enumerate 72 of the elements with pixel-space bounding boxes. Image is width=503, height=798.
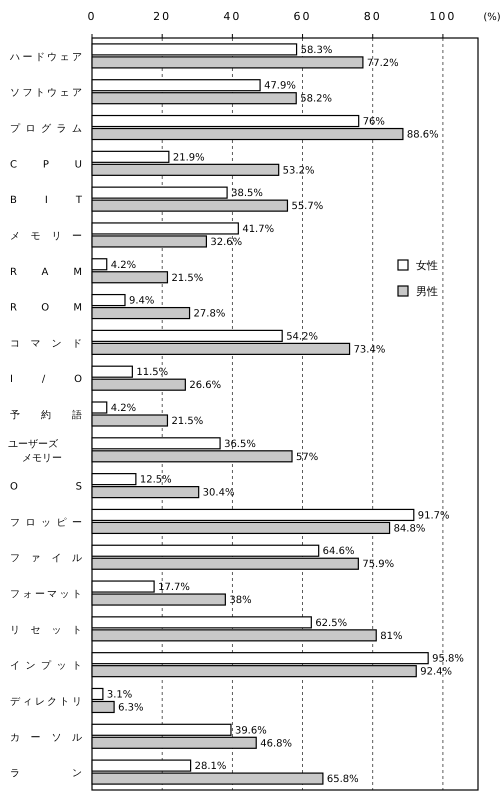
data-label: 76% <box>362 116 385 128</box>
data-label: 21.5% <box>171 272 204 284</box>
data-label: 26.6% <box>189 380 222 392</box>
data-label: 58.3% <box>300 44 332 56</box>
data-label: 36.5% <box>224 438 256 450</box>
data-label: 75.9% <box>362 559 394 570</box>
y-tick-label: プログラム <box>10 122 82 135</box>
data-label: 54.2% <box>286 331 318 342</box>
y-tick-label: 予約語 <box>10 409 82 421</box>
data-label: 65.8% <box>326 774 359 786</box>
legend-label: 女性 <box>416 259 438 272</box>
data-label: 27.8% <box>194 308 226 320</box>
data-label: 81% <box>380 630 402 642</box>
data-label: 62.5% <box>315 618 348 629</box>
data-label: 28.1% <box>194 761 226 772</box>
data-label: 58.2% <box>300 94 332 105</box>
data-label: 39.6% <box>234 725 267 736</box>
y-tick-label: ハードウェア <box>9 52 82 63</box>
data-label: 92.4% <box>420 666 452 678</box>
data-label: 21.5% <box>171 416 204 427</box>
data-label: 38.5% <box>231 188 263 200</box>
x-tick-label: 0 <box>88 10 96 23</box>
data-label: 64.6% <box>322 546 354 558</box>
data-label: 4.2% <box>110 403 136 414</box>
data-label: 55.7% <box>291 201 324 212</box>
data-label: 57% <box>296 452 318 463</box>
x-tick-label: 40 <box>223 10 242 23</box>
data-label: 11.5% <box>136 367 168 378</box>
data-label: 21.9% <box>172 152 205 164</box>
legend-label: 男性 <box>416 285 438 298</box>
data-label: 88.6% <box>406 130 439 141</box>
y-tick-label: メモリー <box>10 230 82 242</box>
data-label: 17.7% <box>158 582 190 594</box>
y-tick-label: CPU <box>10 159 82 170</box>
y-tick-label: ラン <box>10 768 82 780</box>
data-label: 73.4% <box>354 344 386 356</box>
y-tick-label: RAM <box>10 266 82 278</box>
y-tick-label: カーソル <box>10 732 82 744</box>
data-label: 9.4% <box>128 296 154 307</box>
y-tick-label: ディレクトリ <box>10 696 82 708</box>
y-tick-label: ソフトウェア <box>10 88 82 99</box>
y-tick-label: BIT <box>10 195 83 206</box>
data-label: 46.8% <box>260 738 292 750</box>
data-label: 12.5% <box>140 474 172 486</box>
x-tick-label: 60 <box>294 10 312 23</box>
x-tick-label: 80 <box>364 10 382 23</box>
x-tick-label: 20 <box>153 10 172 23</box>
data-label: 77.2% <box>366 58 399 69</box>
y-tick-label: OS <box>10 482 82 493</box>
data-label: 95.8% <box>432 654 464 665</box>
x-tick-label: 100 <box>429 10 456 23</box>
data-label: 32.6% <box>210 236 242 248</box>
data-label: 84.8% <box>394 523 426 534</box>
data-label: 4.2% <box>110 260 136 271</box>
y-tick-label: ユーザーズメモリー <box>8 438 62 464</box>
y-tick-label: フォーマット <box>10 589 82 600</box>
data-label: 41.7% <box>242 224 274 235</box>
data-label: 91.7% <box>418 510 450 522</box>
y-tick-label: ROM <box>10 302 82 314</box>
data-label: 53.2% <box>282 165 314 176</box>
data-label: 3.1% <box>106 689 132 700</box>
data-label: 6.3% <box>118 702 144 714</box>
data-label: 30.4% <box>202 488 234 499</box>
y-tick-label: コマンド <box>10 338 82 350</box>
y-tick-label: フロッピー <box>10 517 82 528</box>
y-tick-label: ファイル <box>10 553 82 564</box>
y-tick-label: インプット <box>10 660 82 672</box>
data-label: 38% <box>229 595 252 606</box>
x-axis-title: (%) <box>483 12 501 23</box>
y-tick-label: リセット <box>10 624 82 636</box>
data-label: 47.9% <box>264 80 296 92</box>
y-tick-label: I/O <box>10 374 82 386</box>
